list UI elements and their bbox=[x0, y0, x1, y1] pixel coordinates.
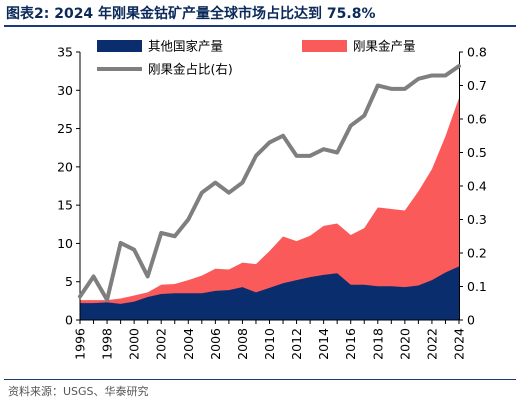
y-left-tick-label: 25 bbox=[57, 121, 73, 136]
footer-divider bbox=[4, 379, 516, 380]
x-tick-label: 2010 bbox=[262, 328, 277, 360]
y-left-tick-label: 35 bbox=[57, 45, 73, 60]
x-tick-label: 2022 bbox=[424, 328, 439, 360]
x-tick-label: 2020 bbox=[397, 328, 412, 360]
x-tick-label: 1998 bbox=[100, 328, 115, 360]
line-drc-share bbox=[78, 64, 461, 302]
y-right-tick-label: 0.1 bbox=[467, 279, 487, 294]
y-right-tick-label: 0.7 bbox=[467, 78, 487, 93]
x-tick-label: 2004 bbox=[181, 328, 196, 360]
y-right-tick-label: 0.5 bbox=[467, 145, 487, 160]
area-drc bbox=[80, 97, 459, 320]
x-tick-label: 2018 bbox=[370, 328, 385, 360]
page-title: 图表2: 2024 年刚果金钴矿产量全球市场占比达到 75.8% bbox=[6, 6, 376, 22]
legend-drc-output-swatch bbox=[302, 40, 347, 52]
x-tick-label: 2000 bbox=[127, 328, 142, 360]
legend-other-countries-swatch bbox=[97, 40, 142, 52]
y-left-tick-label: 30 bbox=[57, 83, 73, 98]
x-tick-label: 2024 bbox=[452, 328, 467, 360]
y-right-tick-label: 0.3 bbox=[467, 212, 487, 227]
legend-drc-share-label: 刚果金占比(右) bbox=[148, 62, 233, 77]
legend-other-countries-label: 其他国家产量 bbox=[148, 39, 223, 54]
line-layer bbox=[78, 64, 461, 302]
axes-layer bbox=[76, 51, 463, 324]
x-tick-label: 2008 bbox=[235, 328, 250, 360]
source-note: 资料来源：USGS、华泰研究 bbox=[8, 385, 149, 398]
y-right-tick-label: 0.8 bbox=[467, 45, 487, 60]
area-layer bbox=[80, 97, 459, 320]
y-left-tick-label: 10 bbox=[57, 236, 73, 251]
x-tick-label: 2016 bbox=[343, 328, 358, 360]
y-right-tick-label: 0 bbox=[467, 313, 475, 328]
y-right-tick-label: 0.4 bbox=[467, 179, 487, 194]
y-right-tick-label: 0.6 bbox=[467, 112, 487, 127]
y-left-tick-label: 15 bbox=[57, 198, 73, 213]
y-left-tick-label: 0 bbox=[65, 313, 73, 328]
y-left-tick-label: 20 bbox=[57, 159, 73, 174]
x-tick-label: 2006 bbox=[208, 328, 223, 360]
ticks-layer: 0 5 10 15 20 25 30 35 0 0.1 0.2 0.3 0.4 0.5 0.6 0.7 0.8 1… bbox=[57, 45, 487, 360]
x-tick-label: 2012 bbox=[289, 328, 304, 360]
area-other-countries bbox=[80, 266, 459, 320]
title-bar: 图表2: 2024 年刚果金钴矿产量全球市场占比达到 75.8% bbox=[4, 1, 516, 27]
legend-drc-output-label: 刚果金产量 bbox=[353, 39, 416, 54]
y-left-tick-label: 5 bbox=[65, 274, 73, 289]
x-tick-label: 2014 bbox=[316, 328, 331, 360]
x-tick-label: 2002 bbox=[154, 328, 169, 360]
x-tick-label: 1996 bbox=[73, 328, 88, 360]
y-right-tick-label: 0.2 bbox=[467, 246, 487, 261]
